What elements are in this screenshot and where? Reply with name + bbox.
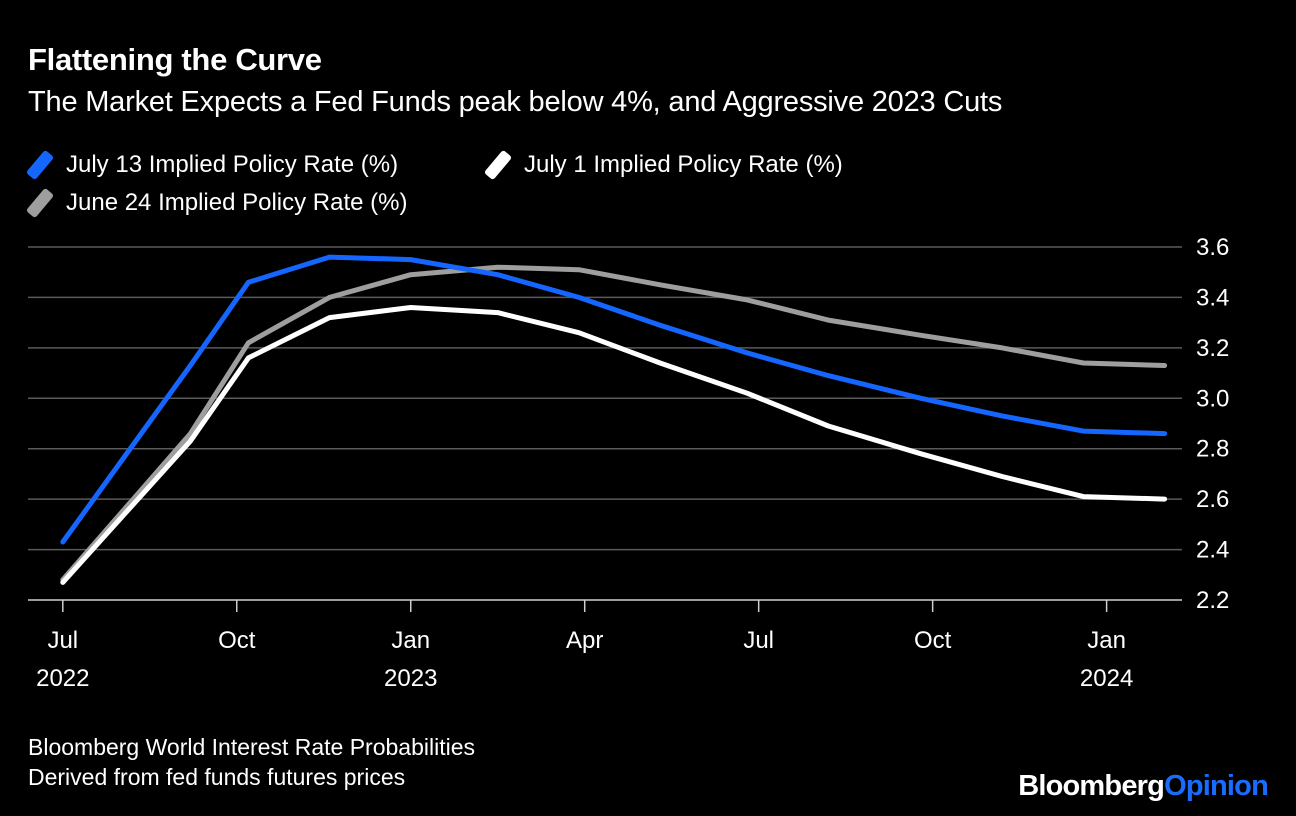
y-tick-label: 2.4	[1196, 537, 1229, 564]
brand-bloomberg: Bloomberg	[1018, 770, 1165, 802]
y-tick-label: 3.0	[1196, 385, 1229, 412]
y-tick-label: 2.2	[1196, 587, 1229, 614]
legend-item-june24: June 24 Implied Policy Rate (%)	[25, 187, 408, 219]
source-line-1: Bloomberg World Interest Rate Probabilit…	[28, 734, 476, 760]
x-tick-label: Jan	[1087, 627, 1126, 654]
x-tick-label: Oct	[914, 627, 952, 654]
legend-label: July 13 Implied Policy Rate (%)	[66, 151, 399, 178]
chart-title: Flattening the Curve	[28, 42, 322, 77]
x-tick-label: Jul	[743, 627, 774, 654]
brand-opinion: Opinion	[1164, 770, 1269, 802]
legend-item-july1: July 1 Implied Policy Rate (%)	[483, 149, 843, 181]
y-tick-label: 2.6	[1196, 486, 1229, 513]
series-line-0	[60, 254, 1168, 545]
x-tick-label: Apr	[566, 627, 603, 654]
series-line-2	[60, 264, 1168, 583]
series-line-1	[60, 305, 1168, 585]
x-tick-year-label: 2022	[36, 665, 89, 692]
y-tick-label: 3.4	[1196, 284, 1229, 311]
legend-label: July 1 Implied Policy Rate (%)	[524, 151, 843, 178]
x-tick-year-label: 2024	[1080, 665, 1133, 692]
x-tick-label: Oct	[218, 627, 256, 654]
legend-label: June 24 Implied Policy Rate (%)	[66, 189, 408, 216]
x-tick-year-label: 2023	[384, 665, 437, 692]
y-tick-label: 3.2	[1196, 335, 1229, 362]
y-tick-label: 3.6	[1196, 234, 1229, 261]
x-tick-label: Jul	[47, 627, 78, 654]
brand-logo: BloombergOpinion	[1018, 770, 1269, 803]
y-tick-label: 2.8	[1196, 436, 1229, 463]
chart-subtitle: The Market Expects a Fed Funds peak belo…	[28, 86, 1003, 118]
legend-item-july13: July 13 Implied Policy Rate (%)	[25, 149, 399, 181]
x-tick-label: Jan	[391, 627, 430, 654]
source-line-2: Derived from fed funds futures prices	[28, 764, 406, 790]
